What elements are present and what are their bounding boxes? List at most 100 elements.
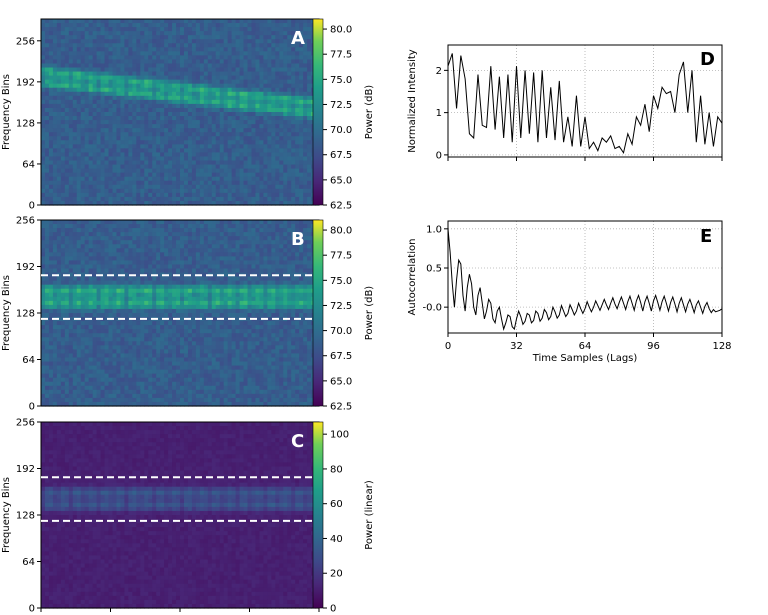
heatmap-cell (303, 75, 308, 81)
heatmap-cell (132, 67, 137, 73)
heatmap-cell (279, 236, 284, 241)
heatmap-cell (44, 156, 50, 162)
heatmap-cell (215, 156, 221, 162)
heatmap-cell (148, 136, 153, 141)
heatmap-cell (199, 276, 205, 282)
heatmap-cell (124, 196, 129, 202)
heatmap-cell (303, 220, 308, 225)
heatmap-cell (164, 116, 169, 121)
heatmap-cell (183, 268, 189, 274)
heatmap-cell (72, 51, 78, 56)
heatmap-cell (96, 63, 102, 69)
heatmap-cell (239, 256, 245, 262)
heatmap-cell (41, 116, 46, 121)
heatmap-cell (303, 160, 308, 166)
heatmap-cell (183, 75, 189, 81)
heatmap-cell (144, 124, 149, 129)
heatmap-cell (231, 184, 237, 190)
heatmap-cell (116, 39, 122, 44)
heatmap-cell (283, 164, 288, 170)
heatmap-cell (255, 107, 261, 113)
heatmap-cell (291, 164, 296, 170)
heatmap-cell (152, 156, 157, 162)
heatmap-cell (215, 188, 221, 194)
heatmap-cell (112, 43, 118, 48)
heatmap-cell (156, 184, 161, 190)
heatmap-cell (267, 284, 272, 290)
heatmap-cell (243, 180, 249, 186)
heatmap-cell (215, 313, 221, 318)
heatmap-cell (191, 112, 197, 117)
heatmap-cell (168, 272, 173, 278)
heatmap-cell (160, 232, 165, 237)
heatmap-cell (275, 71, 280, 77)
heatmap-cell (88, 288, 94, 294)
heatmap-cell (219, 280, 225, 286)
heatmap-cell (116, 148, 122, 154)
heatmap-cell (235, 317, 241, 322)
heatmap-cell (223, 284, 229, 290)
heatmap-cell (195, 296, 201, 302)
heatmap-cell (180, 55, 185, 61)
heatmap-cell (247, 284, 253, 290)
heatmap-cell (140, 71, 145, 77)
heatmap-cell (156, 27, 161, 32)
heatmap-cell (132, 152, 137, 158)
heatmap-cell (112, 27, 118, 32)
heatmap-cell (152, 35, 157, 40)
heatmap-cell (144, 39, 149, 44)
heatmap-cell (104, 220, 110, 225)
heatmap-cell (76, 308, 82, 314)
heatmap-cell (52, 220, 58, 225)
heatmap-cell (132, 220, 137, 225)
heatmap-cell (168, 288, 173, 294)
heatmap-cell (176, 95, 181, 101)
heatmap-cell (116, 256, 122, 262)
heatmap-cell (72, 116, 78, 121)
heatmap-cell (271, 284, 276, 290)
heatmap-cell (207, 71, 213, 77)
heatmap-cell (287, 136, 292, 141)
heatmap-cell (100, 160, 106, 166)
heatmap-cell (132, 75, 137, 81)
heatmap-cell (231, 71, 237, 77)
heatmap-cell (247, 27, 253, 32)
heatmap-cell (227, 196, 233, 202)
heatmap-cell (239, 152, 245, 158)
heatmap-cell (203, 228, 209, 233)
heatmap-cell (172, 39, 177, 44)
heatmap-cell (76, 39, 82, 44)
heatmap-cell (251, 55, 257, 61)
heatmap-cell (104, 83, 110, 89)
heatmap-cell (80, 308, 86, 314)
heatmap-cell (251, 148, 257, 154)
heatmap-cell (76, 136, 82, 141)
heatmap-cell (227, 156, 233, 162)
heatmap-cell (64, 116, 70, 121)
heatmap-cell (259, 107, 264, 113)
heatmap-cell (164, 236, 169, 241)
heatmap-cell (195, 144, 201, 149)
heatmap-cell (223, 164, 229, 170)
heatmap-cell (160, 59, 165, 65)
heatmap-cell (84, 156, 90, 162)
heatmap-cell (136, 280, 141, 286)
heatmap-cell (108, 236, 114, 241)
heatmap-cell (144, 192, 149, 198)
heatmap-cell (223, 136, 229, 141)
heatmap-cell (227, 63, 233, 69)
heatmap-cell (96, 296, 102, 302)
heatmap-cell (120, 256, 125, 262)
heatmap-cell (140, 59, 145, 65)
heatmap-cell (132, 79, 137, 85)
heatmap-cell (303, 248, 308, 253)
heatmap-cell (148, 59, 153, 65)
heatmap-cell (299, 83, 304, 89)
heatmap-cell (235, 103, 241, 109)
heatmap-cell (160, 296, 165, 302)
heatmap-cell (263, 75, 268, 81)
heatmap-cell (235, 224, 241, 229)
heatmap-cell (180, 192, 185, 198)
heatmap-cell (287, 128, 292, 133)
heatmap-cell (243, 196, 249, 202)
